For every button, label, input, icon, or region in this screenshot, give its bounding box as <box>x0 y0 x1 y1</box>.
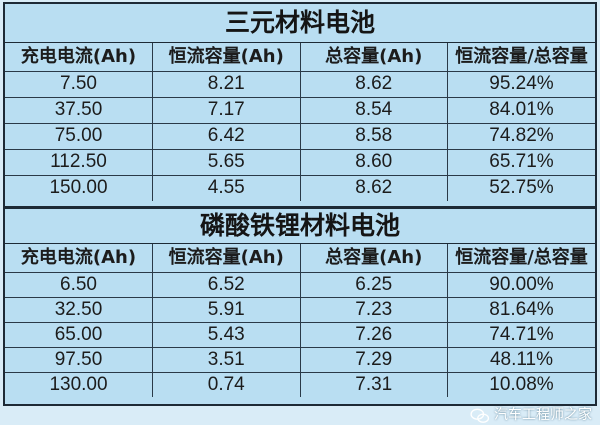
table-cell: 7.26 <box>299 321 448 348</box>
table-row: 112.50 5.65 8.60 65.71% <box>5 148 595 176</box>
table-cell: 5.43 <box>152 321 301 348</box>
table-cell: 8.21 <box>152 70 301 98</box>
table-row: 75.00 6.42 8.58 74.82% <box>5 122 595 150</box>
table-cell: 7.50 <box>5 70 153 98</box>
table-cell: 3.51 <box>152 346 301 373</box>
table-cell: 65.00 <box>5 321 153 348</box>
table-cell: 6.25 <box>299 271 448 298</box>
table-cell: 37.50 <box>5 96 153 124</box>
section-title: 三元材料电池 <box>5 4 595 43</box>
table-cell: 8.54 <box>299 96 448 124</box>
table-cell: 32.50 <box>5 296 153 323</box>
table-cell: 0.74 <box>152 371 301 397</box>
lfp-battery-table: 磷酸铁锂材料电池 充电电流(Ah) 恒流容量(Ah) 总容量(Ah) 恒流容量/总容量… <box>3 207 597 406</box>
table-cell: 6.42 <box>152 122 301 150</box>
table-cell: 130.00 <box>5 371 153 397</box>
table-cell: 52.75% <box>447 174 595 201</box>
table-row: 7.50 8.21 8.62 95.24% <box>5 70 595 98</box>
table-cell: 8.60 <box>299 148 448 176</box>
column-header: 恒流容量/总容量 <box>447 244 595 273</box>
table-cell: 74.82% <box>447 122 595 150</box>
table-cell: 75.00 <box>5 122 153 150</box>
table-cell: 6.52 <box>152 271 301 298</box>
table-cell: 8.62 <box>299 70 448 98</box>
table-row: 32.50 5.91 7.23 81.64% <box>5 296 595 323</box>
watermark-text: 汽车工程师之家 <box>494 407 592 423</box>
table-cell: 74.71% <box>447 321 595 348</box>
table-cell: 81.64% <box>447 296 595 323</box>
section-title: 磷酸铁锂材料电池 <box>5 209 595 244</box>
table-row: 65.00 5.43 7.26 74.71% <box>5 321 595 348</box>
data-table: 充电电流(Ah) 恒流容量(Ah) 总容量(Ah) 恒流容量/总容量 7.50 8.21 8… <box>5 43 595 201</box>
column-header: 总容量(Ah) <box>299 244 448 273</box>
table-row: 130.00 0.74 7.31 10.08% <box>5 371 595 397</box>
header-row: 充电电流(Ah) 恒流容量(Ah) 总容量(Ah) 恒流容量/总容量 <box>5 43 595 72</box>
column-header: 恒流容量(Ah) <box>152 43 301 72</box>
column-header: 恒流容量(Ah) <box>152 244 301 273</box>
table-cell: 7.17 <box>152 96 301 124</box>
column-header: 恒流容量/总容量 <box>447 43 595 72</box>
wechat-icon <box>470 408 490 423</box>
table-cell: 4.55 <box>152 174 301 201</box>
table-cell: 90.00% <box>447 271 595 298</box>
ternary-battery-table: 三元材料电池 充电电流(Ah) 恒流容量(Ah) 总容量(Ah) 恒流容量/总容量 7.… <box>3 2 597 208</box>
table-row: 150.00 4.55 8.62 52.75% <box>5 174 595 201</box>
table-cell: 8.62 <box>299 174 448 201</box>
table-cell: 7.29 <box>299 346 448 373</box>
column-header: 充电电流(Ah) <box>5 244 153 273</box>
table-cell: 97.50 <box>5 346 153 373</box>
watermark: 汽车工程师之家 <box>470 407 592 424</box>
table-cell: 48.11% <box>447 346 595 373</box>
data-table: 充电电流(Ah) 恒流容量(Ah) 总容量(Ah) 恒流容量/总容量 6.50 6.52 6… <box>5 244 595 397</box>
table-cell: 5.91 <box>152 296 301 323</box>
table-row: 37.50 7.17 8.54 84.01% <box>5 96 595 124</box>
table-cell: 112.50 <box>5 148 153 176</box>
table-row: 97.50 3.51 7.29 48.11% <box>5 346 595 373</box>
table-cell: 8.58 <box>299 122 448 150</box>
table-cell: 7.31 <box>299 371 448 397</box>
table-row: 6.50 6.52 6.25 90.00% <box>5 271 595 298</box>
table-cell: 10.08% <box>447 371 595 397</box>
table-cell: 7.23 <box>299 296 448 323</box>
column-header: 充电电流(Ah) <box>5 43 153 72</box>
table-cell: 6.50 <box>5 271 153 298</box>
table-cell: 84.01% <box>447 96 595 124</box>
table-cell: 150.00 <box>5 174 153 201</box>
table-cell: 95.24% <box>447 70 595 98</box>
table-cell: 5.65 <box>152 148 301 176</box>
table-cell: 65.71% <box>447 148 595 176</box>
column-header: 总容量(Ah) <box>299 43 448 72</box>
header-row: 充电电流(Ah) 恒流容量(Ah) 总容量(Ah) 恒流容量/总容量 <box>5 244 595 273</box>
